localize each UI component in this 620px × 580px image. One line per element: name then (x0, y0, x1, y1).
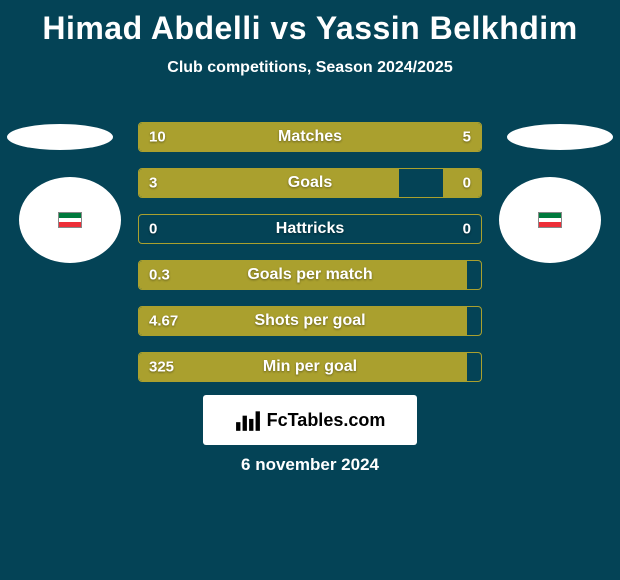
bar-left (139, 353, 467, 381)
bar-left (139, 261, 467, 289)
bar-left (139, 123, 365, 151)
stat-row: 30Goals (138, 168, 482, 198)
player-left-ellipse (7, 124, 113, 150)
barchart-icon (235, 409, 261, 431)
bar-right (365, 123, 481, 151)
date-label: 6 november 2024 (241, 455, 379, 475)
player-right-avatar (499, 177, 601, 263)
brand-label: FcTables.com (267, 410, 386, 431)
page-title: Himad Abdelli vs Yassin Belkhdim (0, 0, 620, 47)
stat-row: 105Matches (138, 122, 482, 152)
subtitle: Club competitions, Season 2024/2025 (0, 59, 620, 77)
stat-row: 0.3Goals per match (138, 260, 482, 290)
brand-badge: FcTables.com (203, 395, 417, 445)
bar-right (443, 169, 481, 197)
flag-icon (58, 212, 82, 228)
bar-left (139, 169, 399, 197)
bar-left (139, 307, 467, 335)
player-right-ellipse (507, 124, 613, 150)
comparison-chart: 105Matches 30Goals 00Hattricks 0.3Goals per… (138, 122, 482, 398)
stat-row: 325Min per goal (138, 352, 482, 382)
player-left-avatar (19, 177, 121, 263)
stat-row: 00Hattricks (138, 214, 482, 244)
flag-icon (538, 212, 562, 228)
stat-row: 4.67Shots per goal (138, 306, 482, 336)
